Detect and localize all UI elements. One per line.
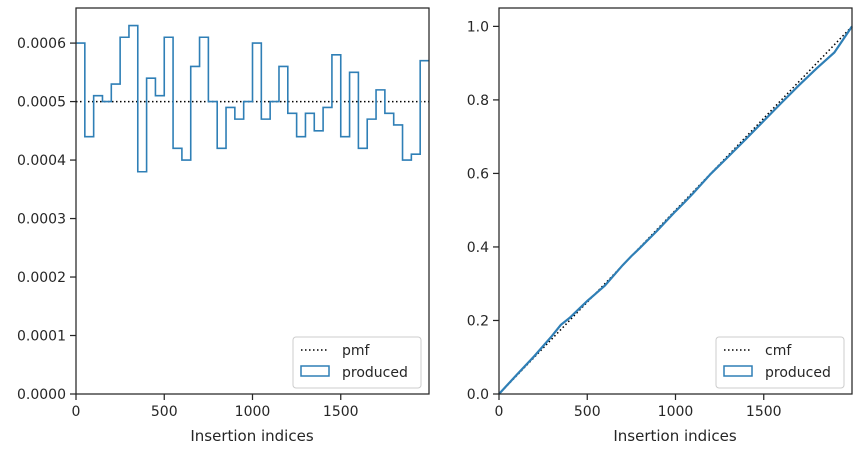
right-legend: cmf produced [715, 336, 845, 389]
y-tick-label: 0.0006 [17, 36, 66, 52]
y-tick-label: 0.0005 [17, 95, 66, 111]
y-tick-label: 0.0003 [17, 212, 66, 228]
x-tick-label: 500 [574, 404, 601, 420]
y-tick-label: 0.4 [467, 240, 489, 256]
y-tick-label: 0.0001 [17, 329, 66, 345]
right-y-ticks: 0.0 0.2 0.4 0.6 0.8 1.0 [467, 19, 499, 403]
left-legend: pmf produced [292, 336, 422, 389]
y-tick-label: 0.8 [467, 93, 489, 109]
x-tick-label: 1000 [235, 404, 271, 420]
produced-step-line [76, 24, 429, 173]
left-legend-produced-label: produced [342, 365, 408, 381]
y-tick-label: 0.2 [467, 313, 489, 329]
right-legend-produced-label: produced [765, 365, 831, 381]
left-legend-pmf-label: pmf [342, 343, 371, 359]
y-tick-label: 0.0 [467, 387, 489, 403]
x-tick-label: 1500 [323, 404, 359, 420]
y-tick-label: 0.0000 [17, 387, 66, 403]
y-tick-label: 0.0004 [17, 153, 66, 169]
y-tick-label: 1.0 [467, 19, 489, 35]
right-legend-cmf-label: cmf [765, 343, 792, 359]
right-x-axis-label: Insertion indices [613, 427, 736, 445]
x-tick-label: 0 [72, 404, 81, 420]
left-y-ticks: 0.0000 0.0001 0.0002 0.0003 0.0004 0.0005 0.00… [17, 36, 76, 403]
x-tick-label: 0 [495, 404, 504, 420]
cmf-line [498, 25, 853, 395]
right-x-ticks: 0 500 1000 1500 [495, 394, 782, 420]
left-x-axis-label: Insertion indices [190, 427, 313, 445]
y-tick-label: 0.6 [467, 166, 489, 182]
x-tick-label: 1000 [658, 404, 694, 420]
produced-cumulative-line [498, 25, 853, 395]
y-tick-label: 0.0002 [17, 270, 66, 286]
left-x-ticks: 0 500 1000 1500 [72, 394, 359, 420]
right-cumulative-chart: 0.0 0.2 0.4 0.6 0.8 1.0 0 500 1000 1500 Insertio… [467, 7, 853, 445]
right-legend-produced-swatch [723, 365, 753, 377]
left-histogram-chart: 0.0000 0.0001 0.0002 0.0003 0.0004 0.0005 0.00… [17, 7, 430, 445]
x-tick-label: 1500 [746, 404, 782, 420]
x-tick-label: 500 [151, 404, 178, 420]
left-legend-produced-swatch [300, 365, 330, 377]
